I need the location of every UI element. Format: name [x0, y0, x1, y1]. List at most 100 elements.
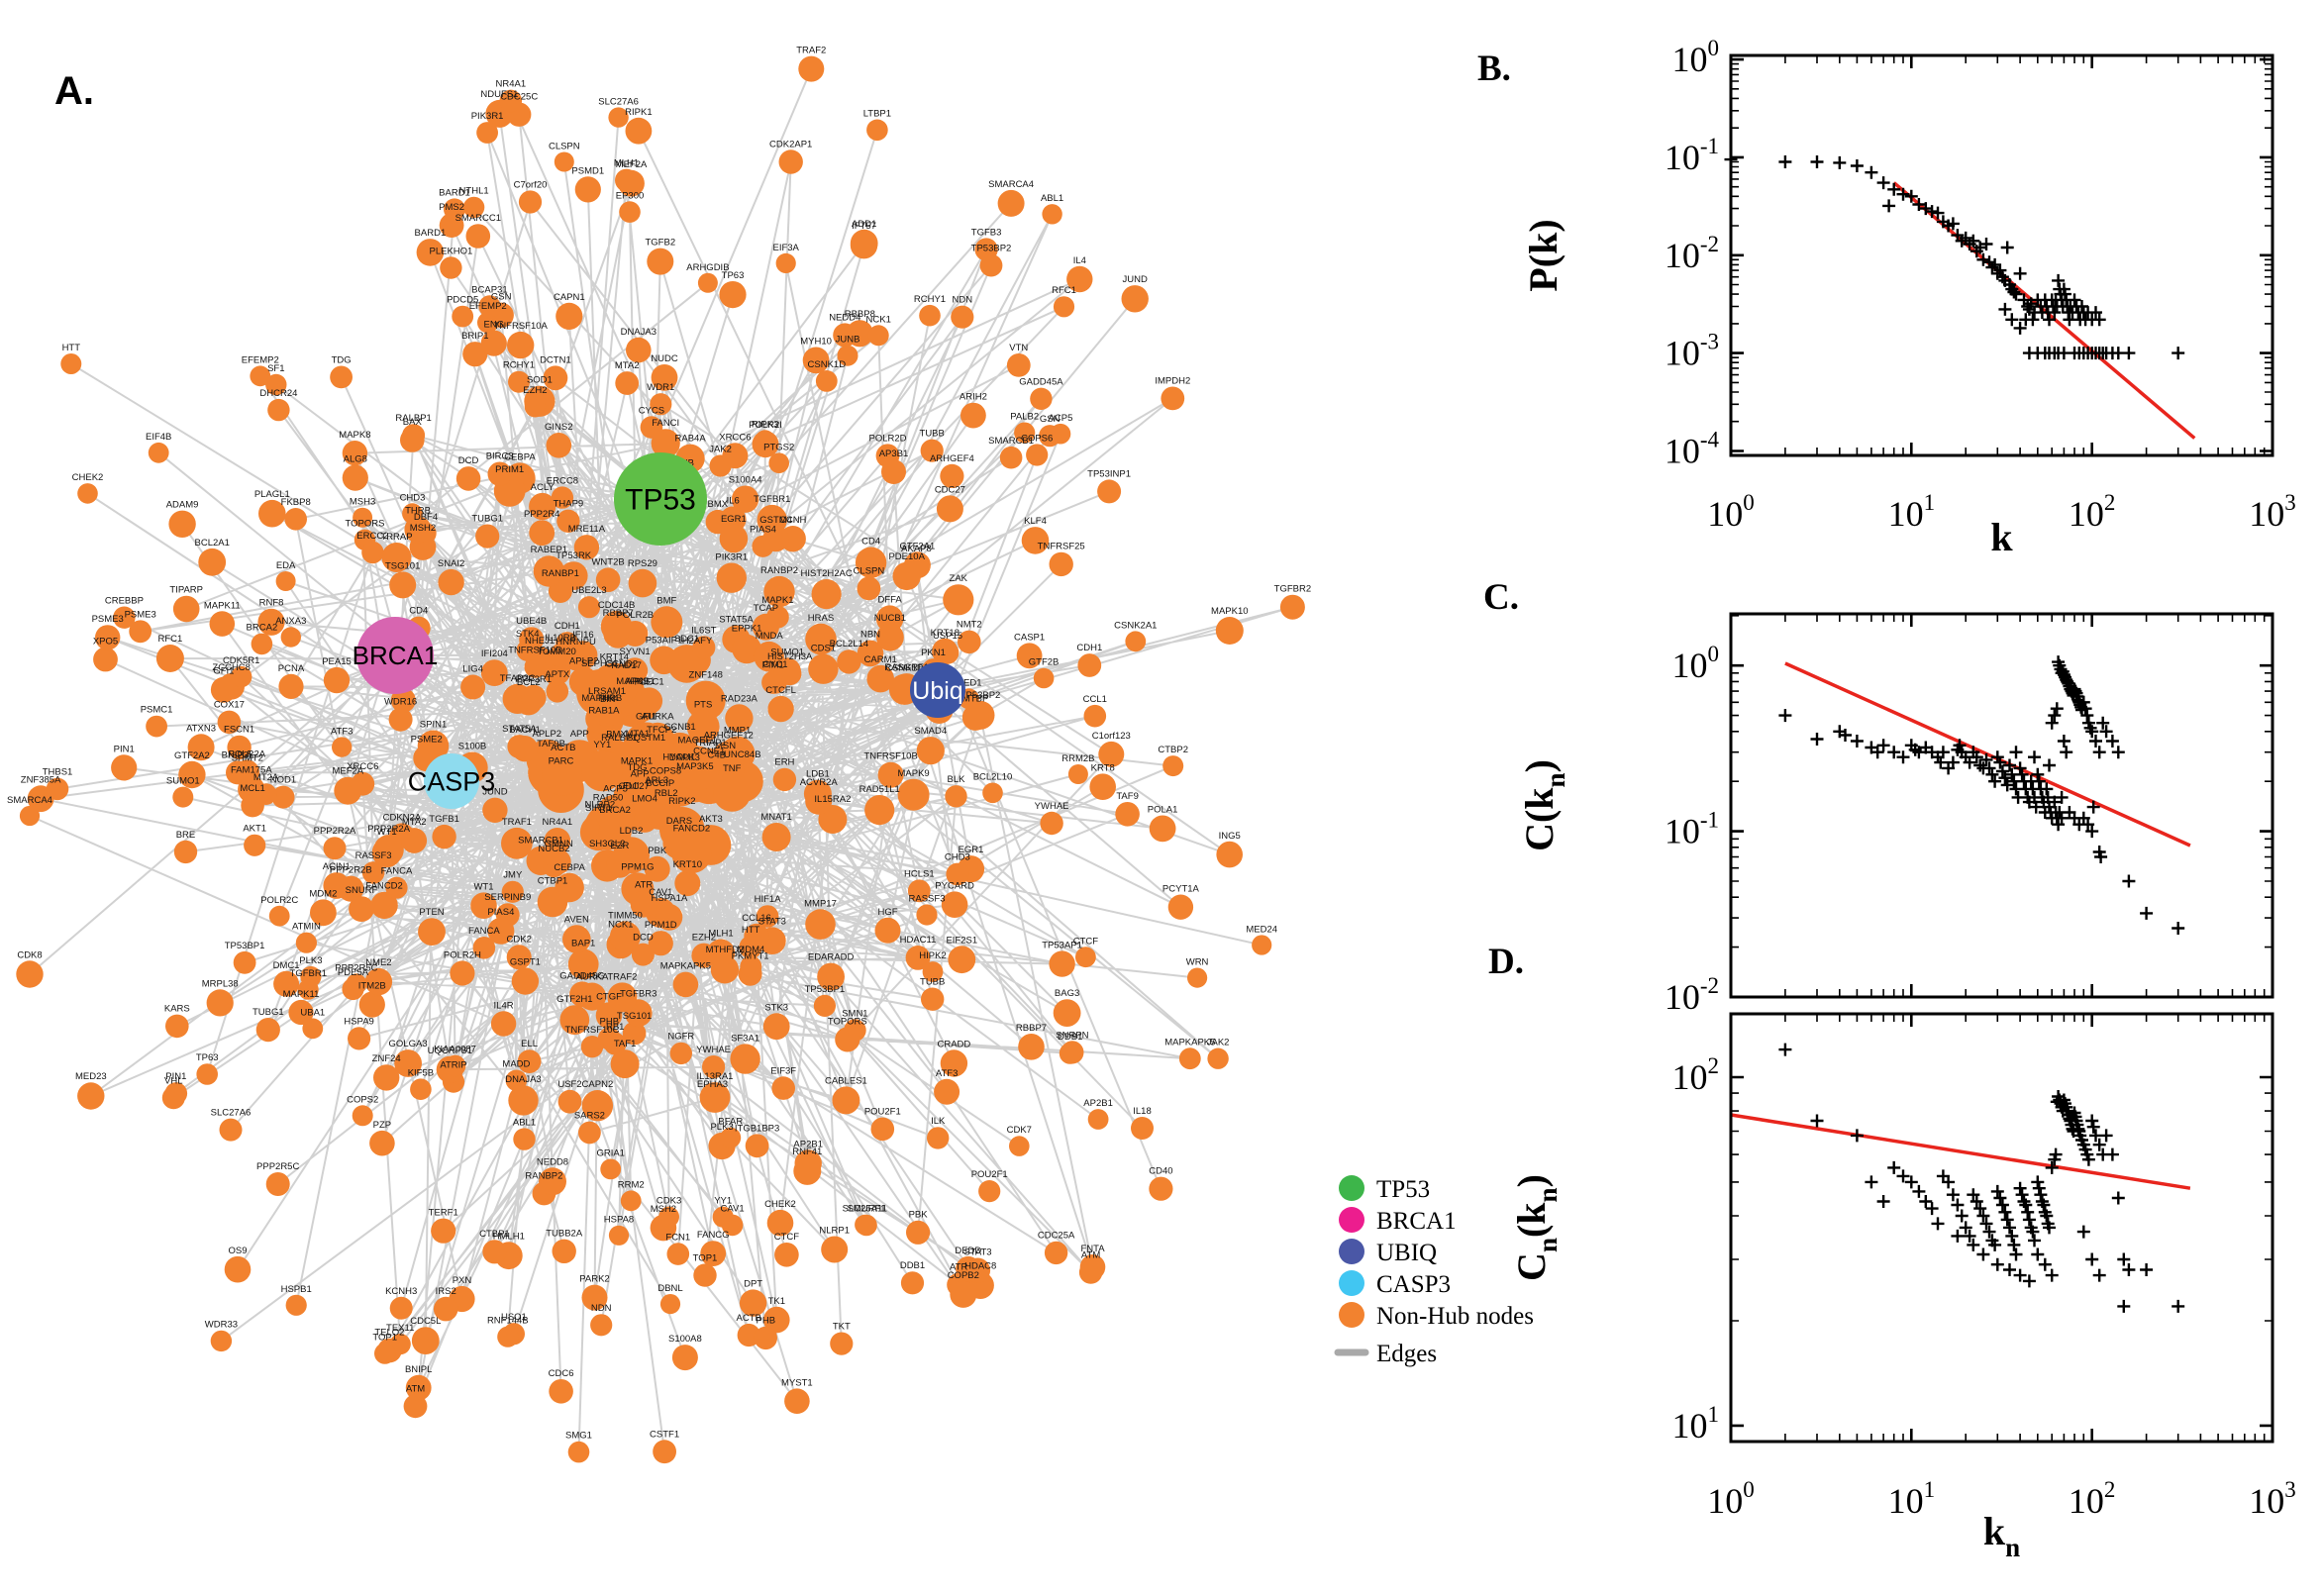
network-node-label: BMX	[708, 499, 729, 510]
network-node-label: PSME2	[411, 735, 443, 746]
network-node-label: TIMM50	[608, 910, 643, 921]
network-node-label: CCNH	[779, 515, 807, 526]
network-node-label: BMX	[606, 730, 627, 741]
network-node	[961, 704, 989, 731]
network-node-label: RIPK3	[752, 419, 778, 430]
network-node-label: TAF1	[614, 1039, 637, 1049]
network-node-label: NDN	[953, 295, 973, 306]
network-node	[595, 567, 621, 592]
network-node	[771, 1076, 795, 1100]
network-node	[855, 1214, 875, 1236]
network-node-label: CYC1	[762, 659, 787, 670]
network-node	[480, 659, 508, 686]
network-node	[219, 1118, 243, 1142]
network-node	[577, 596, 601, 619]
axis-frame	[1729, 53, 2274, 457]
network-node-label: GADD45G	[559, 970, 604, 981]
network-node	[196, 1063, 218, 1085]
network-node-label: HTT	[742, 925, 760, 936]
network-node-label: PDCD5	[447, 295, 478, 306]
network-node-label: MCL1	[240, 783, 264, 794]
network-node-label: EIF3A	[772, 243, 799, 253]
network-node	[671, 834, 712, 874]
network-node-label: PHB	[600, 1016, 620, 1027]
network-node-label: IL6	[727, 495, 740, 506]
network-node	[433, 1296, 458, 1322]
network-node	[507, 331, 535, 359]
network-node	[505, 1069, 528, 1092]
legend-item-label: Edges	[1376, 1341, 1437, 1367]
network-node-label: TP53BP1	[805, 984, 846, 995]
minor-ticks	[1731, 614, 2272, 997]
network-node-label: TOPORS	[828, 1016, 867, 1027]
network-node	[615, 371, 640, 395]
network-node	[567, 1441, 590, 1463]
network-node-label: RCHY1	[914, 294, 946, 305]
network-node-label: MEF2A	[332, 766, 363, 777]
network-node	[297, 979, 319, 1000]
network-node	[168, 510, 196, 538]
network-node-label: HDAC11	[900, 935, 937, 946]
network-node	[470, 892, 497, 919]
network-node	[636, 687, 663, 715]
network-node-label: RANBP1	[542, 568, 579, 579]
fit-line	[1730, 1113, 2191, 1190]
major-ticks	[1729, 1014, 2274, 1442]
network-node	[1216, 841, 1243, 868]
network-node-label: COPS6	[1021, 433, 1053, 444]
network-node	[284, 508, 308, 531]
network-node-label: SERPINB9	[484, 892, 531, 903]
network-node-label: EFEMP2	[469, 301, 507, 312]
network-node-label: PSMD1	[571, 165, 604, 176]
network-node-label: ERCC2	[356, 531, 388, 542]
network-node	[351, 771, 375, 796]
network-node	[1006, 353, 1031, 377]
network-node-label: ATMIN	[292, 922, 321, 933]
network-node-label: PYCARD	[935, 880, 974, 891]
network-node-label: FANCD2	[673, 823, 710, 834]
network-node-label: CDK7	[1007, 1125, 1032, 1136]
network-node	[60, 353, 82, 374]
network-node-label: USF2	[557, 1079, 581, 1090]
network-node-label: HIPK2	[919, 950, 946, 961]
network-node-label: MAPK1	[761, 595, 793, 606]
network-node-label: MTA2	[615, 360, 640, 371]
network-node	[625, 117, 653, 145]
network-node-label: TGFBR3	[620, 988, 656, 999]
network-node	[950, 1280, 977, 1308]
network-node-label: AKT1	[243, 824, 266, 835]
network-node-label: IL6ST	[691, 625, 717, 636]
network-node	[549, 1379, 573, 1404]
network-node	[559, 1005, 590, 1035]
network-node	[580, 1036, 604, 1058]
network-node	[867, 325, 889, 347]
network-node-label: PPP3R1	[516, 674, 552, 685]
network-node-label: UBE4B	[516, 616, 547, 627]
network-node-label: SOD1	[527, 375, 553, 386]
network-node	[651, 776, 680, 805]
network-node-label: TSG101	[617, 1011, 652, 1022]
network-node-label: BMF	[656, 595, 676, 606]
network-node-label: PLEKHO1	[429, 246, 472, 256]
network-node-label: BCL2L14	[830, 639, 869, 649]
network-node	[224, 1255, 252, 1283]
network-node	[155, 645, 184, 672]
network-node-label: ATM	[1081, 1249, 1100, 1260]
network-node-label: SMARCA4	[7, 795, 52, 806]
network-node-label: GTF2H1	[556, 994, 592, 1005]
network-node-label: TP53BP2	[971, 244, 1012, 254]
network-node	[936, 495, 963, 523]
network-node-label: SPIN1	[420, 719, 447, 730]
network-node	[600, 1158, 622, 1180]
network-node	[761, 823, 791, 851]
network-node	[798, 55, 825, 82]
network-node	[837, 649, 861, 674]
network-node-label: CAPN1	[554, 292, 585, 303]
tick-label: 10-2	[1665, 973, 1719, 1017]
network-node-label: COX17	[214, 700, 245, 711]
network-node-label: TKT	[833, 1322, 851, 1333]
network-node-label: POLA1	[1148, 805, 1178, 816]
network-node	[1053, 296, 1075, 318]
network-node-label: WT1	[377, 827, 397, 838]
network-node	[198, 548, 227, 576]
